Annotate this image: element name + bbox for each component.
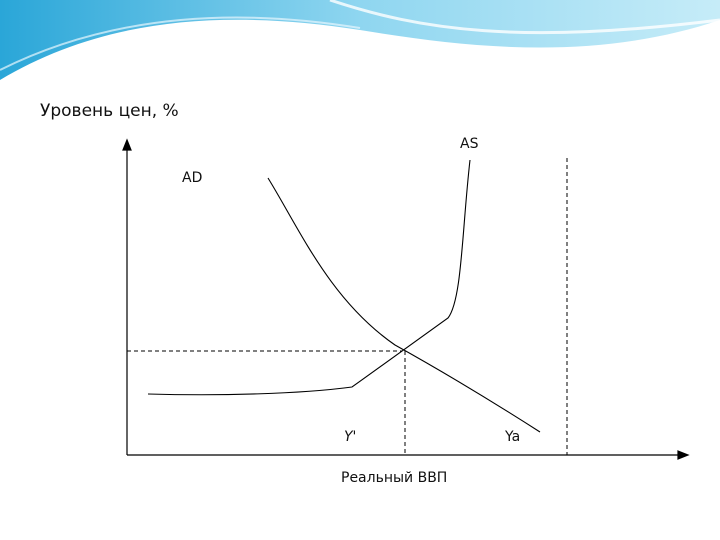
axes [122,138,690,460]
x-axis-label: Реальный ВВП [341,470,447,486]
x-axis-arrow [677,450,690,460]
as-label: AS [460,136,479,152]
ad-label: AD [182,170,202,186]
header-wave [0,0,720,80]
y-prime-label: Y' [344,429,356,445]
ad-curve [267,177,541,433]
as-curve [147,159,471,396]
y-axis-label: Уровень цен, % [40,101,179,121]
y-axis-arrow [122,138,132,151]
guides [127,158,568,455]
ya-label: Ya [504,429,520,445]
